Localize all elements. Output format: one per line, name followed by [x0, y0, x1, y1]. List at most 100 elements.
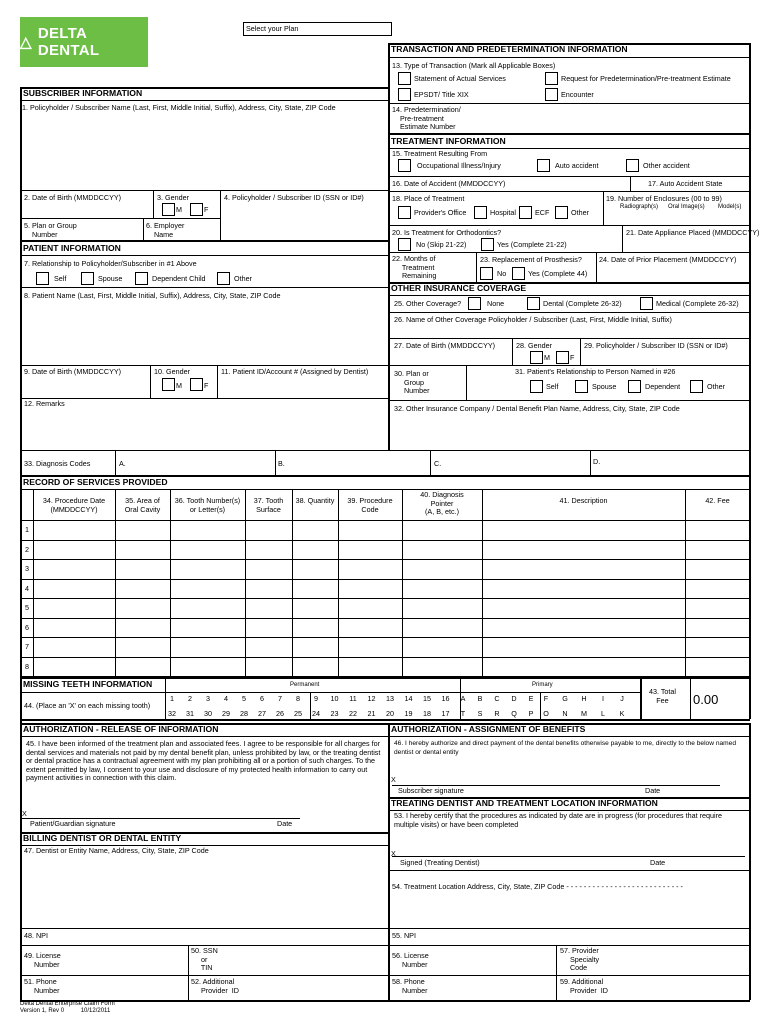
service-cell-39[interactable]	[339, 580, 401, 598]
tooth-number[interactable]: 3	[206, 694, 210, 703]
tooth-number[interactable]: 14	[404, 694, 413, 703]
tooth-number[interactable]: 11	[349, 694, 357, 703]
tooth-number[interactable]: 25	[294, 709, 302, 718]
service-cell-39[interactable]	[339, 560, 401, 578]
service-cell-37[interactable]	[246, 580, 291, 598]
service-cell-38[interactable]	[293, 619, 337, 637]
tooth-number[interactable]: 1	[170, 694, 174, 703]
prosthesis-yes-checkbox[interactable]	[512, 267, 525, 280]
service-cell-42[interactable]	[686, 638, 749, 656]
other-gender-m-checkbox[interactable]	[530, 351, 543, 364]
tooth-number[interactable]: 16	[441, 694, 450, 703]
service-cell-36[interactable]	[171, 541, 244, 559]
pat-self-checkbox[interactable]	[36, 272, 49, 285]
service-cell-35[interactable]	[116, 638, 169, 656]
service-cell-36[interactable]	[171, 580, 244, 598]
service-cell-40[interactable]	[403, 580, 481, 598]
pat-gender-m-checkbox[interactable]	[162, 378, 175, 391]
tooth-letter[interactable]: S	[477, 709, 483, 718]
service-cell-42[interactable]	[686, 619, 749, 637]
service-cell-39[interactable]	[339, 599, 401, 617]
tooth-number[interactable]: 13	[386, 694, 394, 703]
ecf-checkbox[interactable]	[519, 206, 532, 219]
tooth-letter[interactable]: R	[494, 709, 500, 718]
rel-self-checkbox[interactable]	[530, 380, 543, 393]
service-cell-39[interactable]	[339, 638, 401, 656]
service-cell-41[interactable]	[483, 599, 684, 617]
pat-spouse-checkbox[interactable]	[81, 272, 94, 285]
tooth-number[interactable]: 12	[367, 694, 376, 703]
rel-dependent-checkbox[interactable]	[628, 380, 641, 393]
service-cell-40[interactable]	[403, 599, 481, 617]
service-cell-40[interactable]	[403, 521, 481, 539]
coverage-dental-checkbox[interactable]	[527, 297, 540, 310]
service-cell-36[interactable]	[171, 521, 244, 539]
service-cell-36[interactable]	[171, 619, 244, 637]
tooth-letter[interactable]: J	[620, 694, 624, 703]
tooth-number[interactable]: 20	[386, 709, 394, 718]
service-cell-37[interactable]	[246, 599, 291, 617]
service-cell-37[interactable]	[246, 541, 291, 559]
tooth-number[interactable]: 24	[312, 709, 320, 718]
tooth-number[interactable]: 30	[204, 709, 212, 718]
tooth-number[interactable]: 19	[404, 709, 413, 718]
rel-spouse-checkbox[interactable]	[575, 380, 588, 393]
tooth-number[interactable]: 31	[186, 709, 194, 718]
service-cell-36[interactable]	[171, 638, 244, 656]
service-cell-38[interactable]	[293, 560, 337, 578]
epsdt-checkbox[interactable]	[398, 88, 411, 101]
service-cell-36[interactable]	[171, 599, 244, 617]
service-cell-37[interactable]	[246, 638, 291, 656]
service-cell-35[interactable]	[116, 658, 169, 676]
tooth-letter[interactable]: E	[528, 694, 534, 703]
tooth-number[interactable]: 7	[278, 694, 282, 703]
tooth-letter[interactable]: L	[601, 709, 605, 718]
service-cell-34[interactable]	[34, 521, 114, 539]
tooth-letter[interactable]: M	[581, 709, 587, 718]
coverage-none-checkbox[interactable]	[468, 297, 481, 310]
service-cell-41[interactable]	[483, 541, 684, 559]
pat-gender-f-checkbox[interactable]	[190, 378, 203, 391]
service-cell-34[interactable]	[34, 638, 114, 656]
tooth-number[interactable]: 15	[423, 694, 431, 703]
service-cell-40[interactable]	[403, 658, 481, 676]
select-plan-dropdown[interactable]: Select your Plan	[243, 22, 392, 36]
service-cell-41[interactable]	[483, 580, 684, 598]
service-cell-41[interactable]	[483, 658, 684, 676]
tooth-number[interactable]: 22	[349, 709, 357, 718]
service-cell-38[interactable]	[293, 541, 337, 559]
service-cell-41[interactable]	[483, 560, 684, 578]
service-cell-39[interactable]	[339, 658, 401, 676]
service-cell-40[interactable]	[403, 619, 481, 637]
tooth-letter[interactable]: K	[619, 709, 625, 718]
service-cell-34[interactable]	[34, 658, 114, 676]
service-cell-38[interactable]	[293, 638, 337, 656]
tooth-number[interactable]: 9	[314, 694, 318, 703]
tooth-letter[interactable]: C	[494, 694, 500, 703]
auto-accident-checkbox[interactable]	[537, 159, 550, 172]
service-cell-38[interactable]	[293, 521, 337, 539]
tooth-number[interactable]: 26	[276, 709, 284, 718]
service-cell-35[interactable]	[116, 560, 169, 578]
service-cell-37[interactable]	[246, 619, 291, 637]
service-cell-38[interactable]	[293, 599, 337, 617]
service-cell-41[interactable]	[483, 619, 684, 637]
service-cell-39[interactable]	[339, 541, 401, 559]
service-cell-42[interactable]	[686, 599, 749, 617]
tooth-letter[interactable]: Q	[511, 709, 517, 718]
tooth-letter[interactable]: A	[460, 694, 466, 703]
tooth-letter[interactable]: H	[581, 694, 587, 703]
actual-services-checkbox[interactable]	[398, 72, 411, 85]
tooth-letter[interactable]: I	[602, 694, 604, 703]
service-cell-34[interactable]	[34, 580, 114, 598]
service-cell-36[interactable]	[171, 560, 244, 578]
other-gender-f-checkbox[interactable]	[556, 351, 569, 364]
service-cell-34[interactable]	[34, 599, 114, 617]
pat-other-checkbox[interactable]	[217, 272, 230, 285]
tooth-number[interactable]: 28	[240, 709, 248, 718]
ortho-no-checkbox[interactable]	[398, 238, 411, 251]
service-cell-37[interactable]	[246, 658, 291, 676]
pat-dependent-checkbox[interactable]	[135, 272, 148, 285]
service-cell-34[interactable]	[34, 619, 114, 637]
encounter-checkbox[interactable]	[545, 88, 558, 101]
